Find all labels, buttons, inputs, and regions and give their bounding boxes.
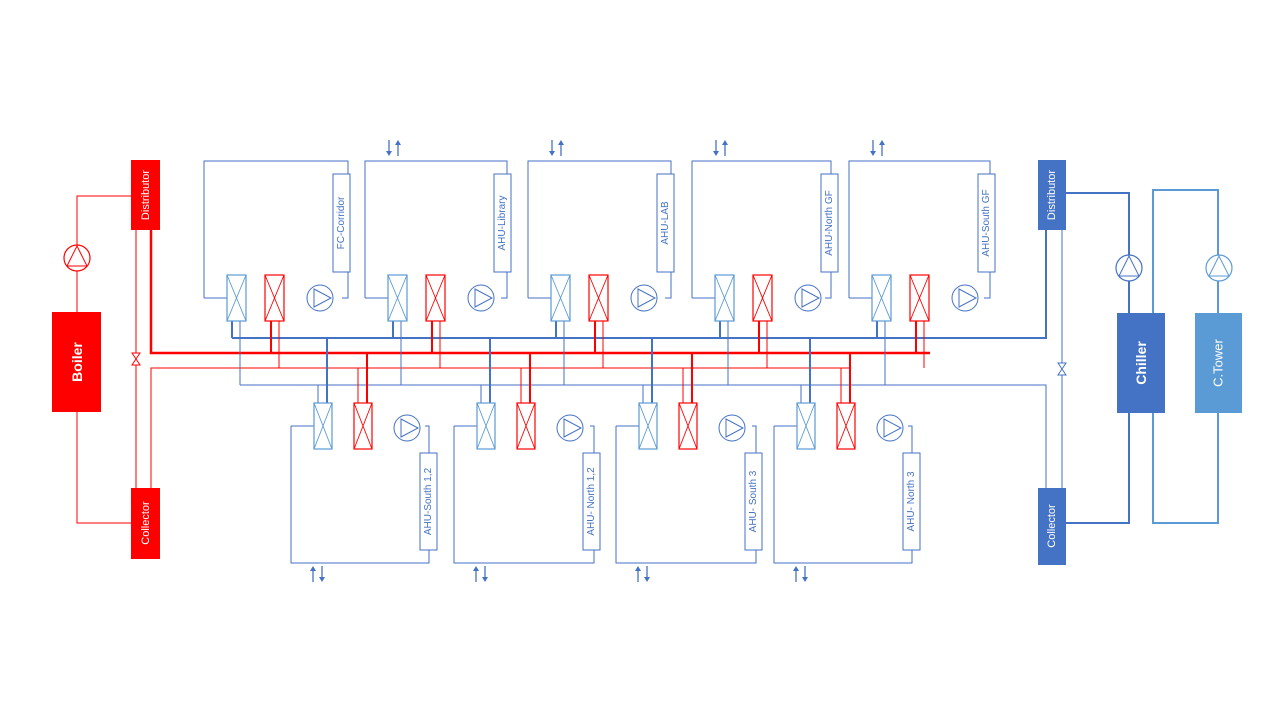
cold-distributor-label: Distributor (1046, 170, 1058, 220)
boiler-label: Boiler (69, 342, 85, 382)
air-flow-arrows-icon (386, 140, 401, 156)
unit-label: AHU- South 3 (744, 452, 763, 551)
heating-coil-icon (425, 274, 446, 322)
bottom-unit: AHU- North 1,2 (453, 338, 601, 582)
svg-text:AHU- South 3: AHU- South 3 (748, 470, 759, 532)
heating-coil-icon (588, 274, 609, 322)
chiller-label: Chiller (1133, 341, 1149, 385)
cooling-coil-icon (387, 274, 408, 322)
chilled-water-circuit (232, 192, 1130, 524)
air-flow-arrows-icon (549, 140, 564, 156)
hot-distributor-label: Distributor (140, 170, 152, 220)
cooling-coil-icon (313, 402, 333, 450)
cooling-coil-icon (550, 274, 571, 322)
cooling-coil-icon (476, 402, 496, 450)
fan-icon (556, 414, 584, 442)
unit-label: AHU- North 3 (902, 452, 921, 551)
fan-icon (306, 284, 334, 312)
cooling-coil-icon (226, 274, 247, 322)
cold-distributor: Distributor (1038, 160, 1066, 230)
air-flow-arrows-icon (713, 140, 728, 156)
boiler: Boiler (52, 312, 101, 412)
hot-bypass-valve-icon (131, 352, 141, 366)
cold-collector-label: Collector (1046, 504, 1058, 548)
unit-label: AHU-LAB (656, 173, 675, 273)
heating-coil-icon (752, 274, 773, 322)
svg-text:AHU-Library: AHU-Library (497, 195, 508, 250)
condenser-water-circuit (1152, 189, 1219, 524)
svg-text:AHU-South 1,2: AHU-South 1,2 (423, 467, 434, 535)
fan-icon (876, 414, 904, 442)
fan-icon (393, 414, 421, 442)
chiller-pump-icon (1115, 254, 1143, 282)
air-flow-arrows-icon (635, 566, 650, 582)
unit-label: AHU-South 1,2 (419, 452, 438, 551)
fan-icon (951, 284, 979, 312)
cooling-tower-label: C.Tower (1211, 338, 1226, 386)
top-unit: AHU-South GF (848, 140, 996, 385)
svg-text:AHU- North 3: AHU- North 3 (906, 471, 917, 531)
tower-pump-icon (1205, 254, 1233, 282)
air-flow-arrows-icon (310, 566, 325, 582)
heating-coil-icon (678, 402, 698, 450)
unit-label: AHU-Library (493, 173, 512, 273)
chiller: Chiller (1117, 313, 1165, 413)
top-unit: AHU-North GF (691, 140, 839, 385)
unit-label: AHU-South GF (977, 173, 996, 273)
svg-text:AHU-North GF: AHU-North GF (824, 190, 835, 256)
heating-coil-icon (264, 274, 285, 322)
cooling-coil-icon (638, 402, 658, 450)
bottom-unit: AHU- South 3 (615, 338, 763, 582)
hot-collector-label: Collector (140, 501, 152, 545)
bottom-unit: AHU-South 1,2 (290, 338, 438, 582)
air-flow-arrows-icon (870, 140, 885, 156)
hot-collector: Collector (131, 488, 160, 559)
fan-icon (467, 284, 495, 312)
svg-text:AHU- North 1,2: AHU- North 1,2 (586, 467, 597, 536)
svg-text:AHU-LAB: AHU-LAB (660, 201, 671, 245)
bottom-unit: AHU- North 3 (773, 338, 921, 582)
heating-coil-icon (836, 402, 856, 450)
cooling-tower: C.Tower (1195, 313, 1242, 413)
unit-label: AHU- North 1,2 (582, 452, 601, 551)
air-handling-units: FC-Corridor AHU-Library AHU-LAB AHU-North G… (203, 140, 996, 582)
cooling-coil-icon (796, 402, 816, 450)
svg-text:AHU-South GF: AHU-South GF (981, 189, 992, 256)
fan-icon (718, 414, 746, 442)
cooling-coil-icon (714, 274, 735, 322)
top-unit: FC-Corridor (203, 160, 351, 385)
cold-collector: Collector (1038, 488, 1066, 565)
unit-label: AHU-North GF (820, 173, 839, 273)
top-unit: AHU-Library (364, 140, 512, 385)
air-flow-arrows-icon (473, 566, 488, 582)
heating-coil-icon (353, 402, 373, 450)
cold-bypass-valve-icon (1057, 362, 1067, 376)
fan-icon (630, 284, 658, 312)
boiler-pump-icon (63, 244, 91, 272)
hot-distributor: Distributor (131, 160, 160, 230)
air-flow-arrows-icon (793, 566, 808, 582)
top-unit: AHU-LAB (527, 140, 675, 385)
cooling-coil-icon (871, 274, 892, 322)
svg-text:FC-Corridor: FC-Corridor (336, 196, 347, 249)
heating-coil-icon (516, 402, 536, 450)
unit-label: FC-Corridor (332, 173, 351, 273)
heating-coil-icon (909, 274, 930, 322)
fan-icon (794, 284, 822, 312)
